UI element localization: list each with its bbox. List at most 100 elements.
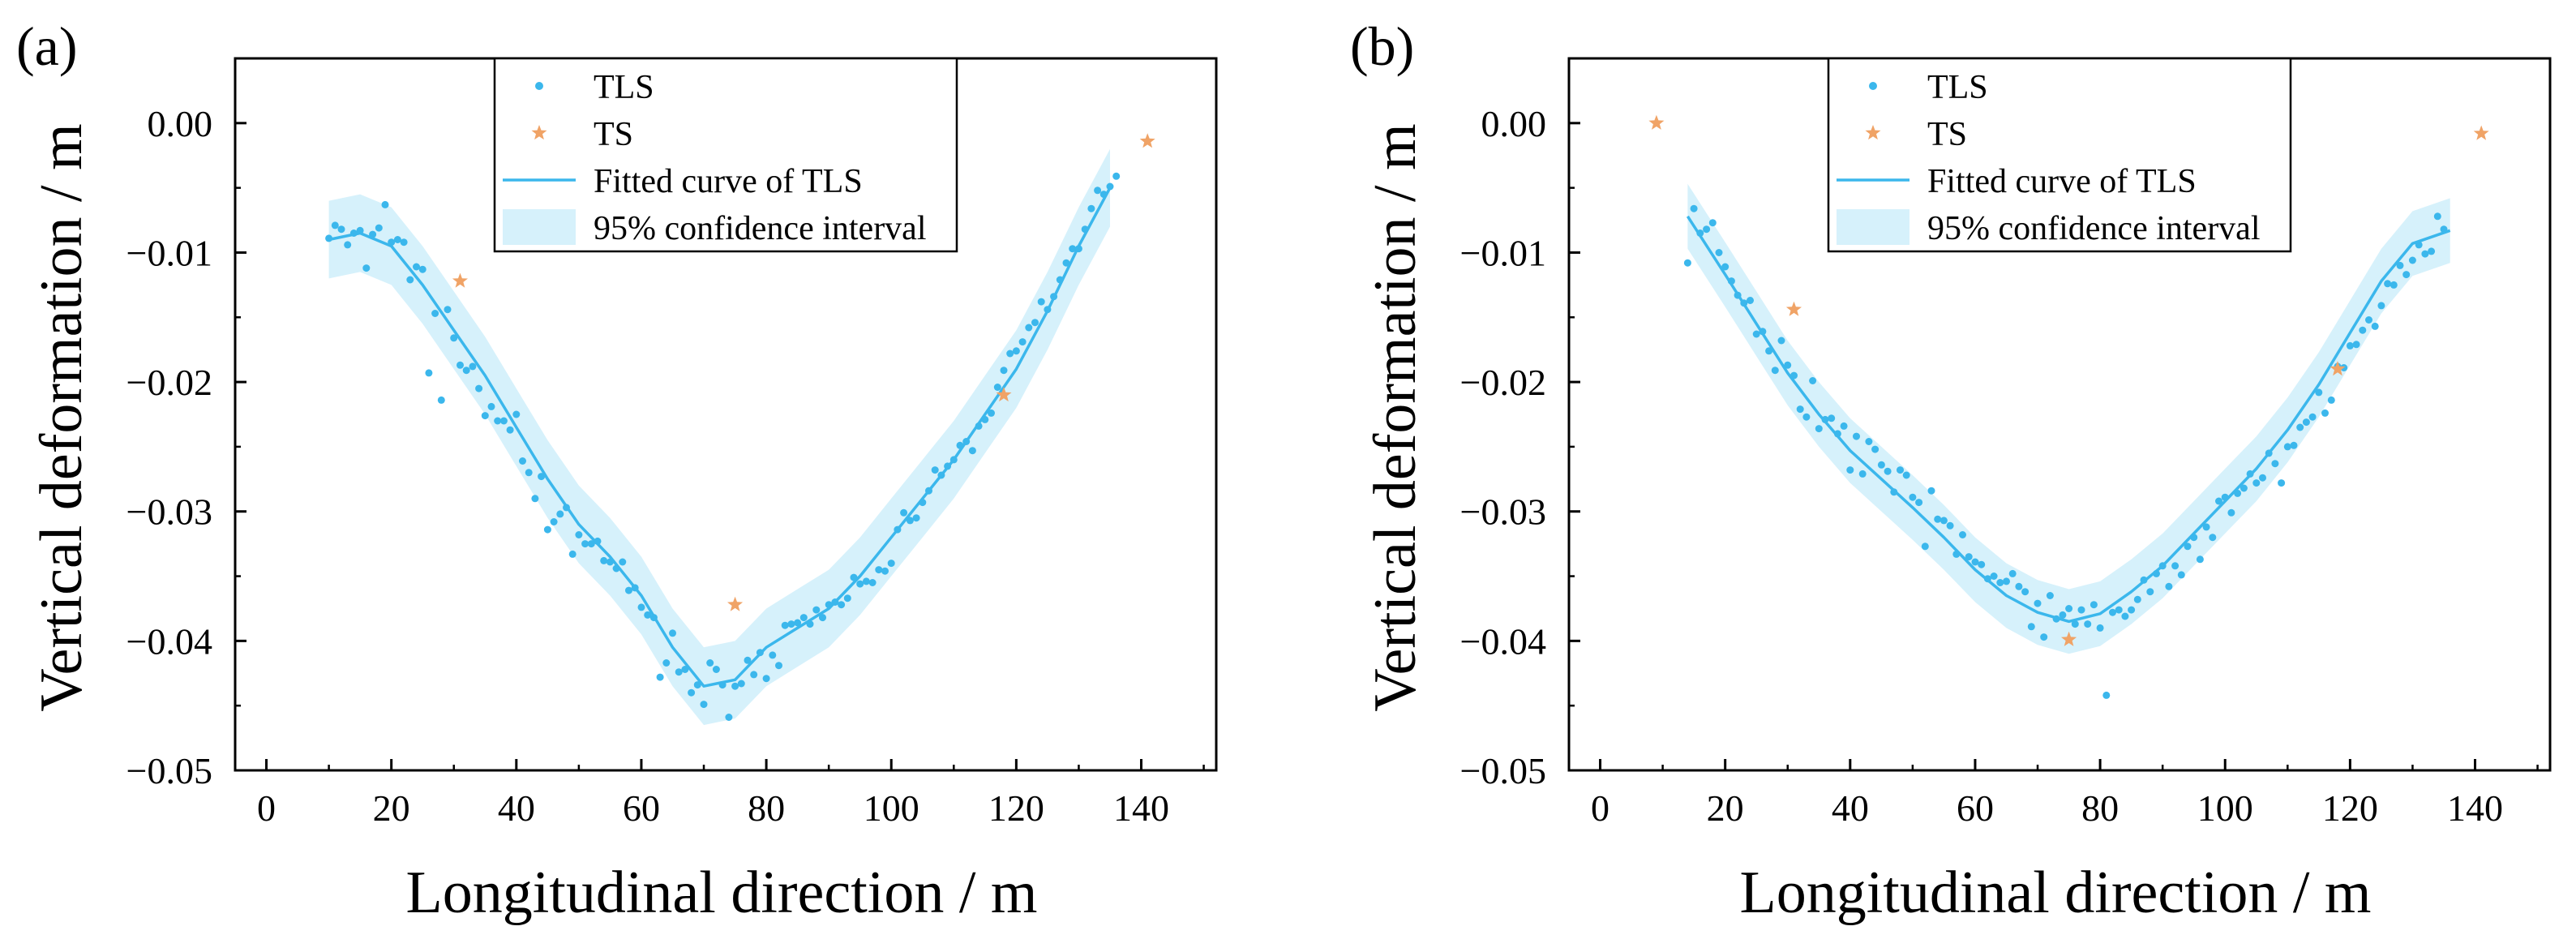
panel-a-x-tick-label: 140 bbox=[1113, 787, 1169, 829]
panel-a-tls-point bbox=[712, 666, 720, 673]
panel-a-tls-point bbox=[931, 466, 939, 474]
panel-b-legend-tls-marker bbox=[1869, 82, 1877, 90]
panel-b-tls-point bbox=[2128, 606, 2136, 614]
panel-a-tls-point bbox=[413, 263, 420, 271]
panel-a-tls-point bbox=[750, 671, 758, 679]
panel-a-y-tick-label: −0.01 bbox=[126, 232, 212, 273]
panel-a-tls-point bbox=[688, 688, 696, 697]
panel-a-tls-point bbox=[525, 469, 533, 477]
panel-a-tls-point bbox=[1112, 172, 1121, 180]
panel-b-legend-band-label: 95% confidence interval bbox=[1927, 210, 2260, 247]
panel-a-ts-point bbox=[452, 272, 468, 288]
panel-b-tls-point bbox=[1871, 445, 1879, 453]
panel-a-tls-point bbox=[769, 651, 777, 659]
panel-b-tls-point bbox=[2196, 555, 2204, 564]
panel-a-tls-point bbox=[337, 225, 345, 234]
panel-a-tls-point bbox=[1037, 298, 1045, 306]
panel-b-tls-point bbox=[2365, 316, 2372, 324]
panel-a-tls-point bbox=[1031, 319, 1039, 327]
panel-a-tls-point bbox=[406, 276, 414, 284]
panel-a-tls-point bbox=[494, 417, 502, 425]
panel-a-tls-point bbox=[600, 556, 608, 564]
panel-b-tls-point bbox=[2408, 256, 2416, 264]
panel-a-tls-point bbox=[581, 540, 589, 548]
panel-a-tls-point bbox=[344, 241, 352, 249]
panel-a-legend-ts-marker bbox=[531, 125, 547, 140]
panel-a-tls-point bbox=[968, 447, 976, 455]
panel-a-confidence-band bbox=[328, 148, 1111, 726]
panel-a-tls-point bbox=[993, 384, 1001, 391]
panel-a-tls-point bbox=[519, 457, 526, 465]
panel-b-tls-point bbox=[2428, 247, 2436, 255]
panel-b-tls-point bbox=[2259, 474, 2266, 482]
panel-a-label: (a) bbox=[16, 15, 77, 77]
panel-a-tls-point bbox=[556, 510, 564, 518]
panel-b-tls-point bbox=[2090, 601, 2098, 609]
panel-a-tls-point bbox=[331, 221, 339, 229]
panel-a-tls-point bbox=[787, 620, 795, 628]
panel-a-tls-point bbox=[1000, 367, 1008, 375]
panel-a-ts-point bbox=[727, 596, 744, 611]
panel-b-tls-point bbox=[1990, 572, 1998, 580]
panel-b-tls-point bbox=[1777, 337, 1785, 345]
panel-a-tls-point bbox=[1012, 347, 1020, 355]
panel-b-confidence-band bbox=[1687, 183, 2450, 654]
panel-b-ts-point bbox=[2330, 361, 2346, 376]
panel-a-tls-point bbox=[462, 367, 470, 375]
panel-b-tls-point bbox=[2171, 562, 2180, 570]
panel-b-x-tick-label: 40 bbox=[1832, 787, 1869, 829]
panel-a-tls-point bbox=[531, 495, 539, 503]
panel-a-ts-point bbox=[996, 387, 1012, 402]
panel-b-tls-point bbox=[1703, 225, 1711, 234]
panel-b-tls-point bbox=[1752, 330, 1760, 338]
panel-b-fitted-curve bbox=[1686, 215, 2451, 624]
panel-b-tls-point bbox=[1921, 542, 1929, 551]
panel-b-tls-point bbox=[2015, 582, 2023, 590]
panel-b-y-tick-label: −0.01 bbox=[1460, 232, 1546, 273]
panel-a-tls-point bbox=[775, 662, 782, 670]
panel-a-tls-point bbox=[437, 396, 445, 404]
panel-b-tls-point bbox=[2003, 577, 2010, 585]
panel-b-tls-point bbox=[2240, 484, 2248, 492]
panel-a-tls-point bbox=[487, 402, 495, 410]
panel-b-plot-area: 0 20 40 60 80 100 120 140 0.00 −0.01 −0.02 −0.03 −0.… bbox=[1460, 57, 2552, 829]
panel-b-tls-point bbox=[1815, 425, 1823, 433]
panel-b-tls-point bbox=[2296, 423, 2304, 431]
panel-b-tls-point bbox=[2421, 250, 2429, 258]
panel-b-tls-point bbox=[2371, 322, 2379, 330]
panel-b-tls-point bbox=[1902, 471, 1910, 479]
panel-b-tls-point bbox=[1884, 467, 1892, 475]
panel-b-tls-point bbox=[1915, 499, 1923, 507]
panel-b-tls-point bbox=[2390, 281, 2398, 289]
panel-a-x-axis-title: Longitudinal direction / m bbox=[406, 860, 1038, 926]
panel-a-tls-point bbox=[887, 560, 895, 568]
panel-a-legend-curve-label: Fitted curve of TLS bbox=[594, 163, 863, 200]
panel-a-tls-point bbox=[1006, 349, 1014, 358]
panel-a-y-tick-label: −0.02 bbox=[126, 362, 212, 403]
panel-b-tls-point bbox=[2302, 418, 2310, 427]
panel-a-tls-point bbox=[1025, 324, 1033, 332]
panel-a-x-tick-label: 40 bbox=[498, 787, 535, 829]
panel-a-tls-point bbox=[506, 426, 514, 434]
panel-b-legend-ts-marker bbox=[1865, 125, 1881, 140]
panel-b-tls-point bbox=[1940, 517, 1948, 525]
panel-a-tls-point bbox=[906, 517, 914, 525]
panel-a-tls-point bbox=[469, 362, 477, 371]
panel-b-y-tick-label: −0.04 bbox=[1460, 620, 1546, 662]
panel-b-tls-point bbox=[2283, 443, 2291, 451]
panel-a-tls-point bbox=[725, 714, 733, 721]
panel-b-x-tick-label: 100 bbox=[2197, 787, 2253, 829]
panel-b-tls-point bbox=[1865, 438, 1873, 445]
panel-a-tls-point bbox=[731, 682, 739, 690]
panel-a-legend-ts-label: TS bbox=[594, 116, 633, 153]
panel-b-tls-point bbox=[2271, 460, 2279, 468]
panel-b-tls-point bbox=[2290, 441, 2298, 449]
panel-b-tls-point bbox=[2433, 212, 2441, 221]
panel-a-tls-point bbox=[881, 567, 889, 575]
panel-b-legend-ts-label: TS bbox=[1927, 116, 1967, 153]
panel-b: (b) Vertical deformation / m Longitudina… bbox=[1350, 15, 2552, 926]
panel-b-tls-point bbox=[2115, 606, 2123, 614]
panel-b-tls-point bbox=[2034, 599, 2042, 607]
panel-b-tls-point bbox=[1934, 515, 1942, 523]
panel-b-tls-point bbox=[1683, 259, 1691, 267]
